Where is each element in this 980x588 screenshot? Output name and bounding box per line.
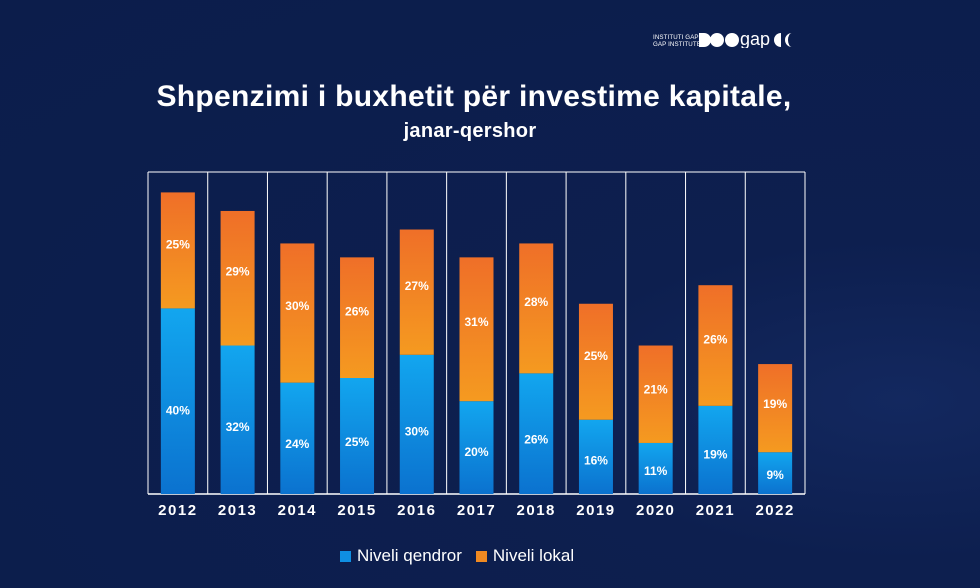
bar-central-2018: [519, 373, 554, 494]
data-label-central-2012: 40%: [166, 403, 190, 417]
bar-central-2021: [698, 405, 733, 494]
data-label-central-2016: 30%: [405, 424, 429, 438]
data-label-central-2015: 25%: [345, 435, 369, 449]
data-label-local-2019: 25%: [584, 349, 608, 363]
data-label-local-2016: 27%: [405, 279, 429, 293]
bar-central-2015: [340, 378, 375, 494]
legend-swatch-local: [475, 550, 487, 562]
x-tick-label-2017: 2017: [457, 502, 496, 519]
x-tick-label-2021: 2021: [696, 502, 735, 519]
data-label-local-2018: 28%: [524, 295, 548, 309]
x-tick-label-2013: 2013: [218, 502, 257, 519]
gap-institute-brand: INSTITUTI GAP GAP INSTITUTE gap: [653, 32, 808, 48]
legend-label-central: Niveli qendror: [357, 546, 462, 565]
x-tick-label-2012: 2012: [158, 502, 197, 519]
bar-local-2015: [340, 257, 375, 378]
chart-subtitle: janar-qershor: [403, 120, 537, 142]
data-label-central-2013: 32%: [226, 420, 250, 434]
x-tick-label-2018: 2018: [517, 502, 556, 519]
brand-caption-line2: GAP INSTITUTE: [653, 41, 701, 48]
brand-logo-text: gap: [740, 32, 770, 48]
data-label-local-2012: 25%: [166, 238, 190, 252]
data-label-central-2019: 16%: [584, 454, 608, 468]
data-label-central-2017: 20%: [464, 445, 488, 459]
data-label-local-2021: 26%: [703, 332, 727, 346]
data-label-local-2013: 29%: [226, 265, 250, 279]
bar-local-2017: [459, 257, 494, 402]
gap-logo-icon: gap: [699, 32, 792, 48]
bar-central-2012: [160, 308, 195, 494]
legend-swatch-central: [340, 550, 351, 562]
x-tick-label-2016: 2016: [397, 502, 436, 519]
bar-local-2019: [578, 303, 613, 420]
bar-central-2019: [578, 419, 613, 494]
bar-central-2013: [220, 345, 255, 494]
x-tick-label-2020: 2020: [636, 502, 675, 519]
brand-caption-line1: INSTITUTI GAP: [653, 34, 699, 41]
bar-central-2014: [280, 382, 315, 494]
data-label-central-2014: 24%: [285, 437, 309, 451]
data-label-local-2015: 26%: [345, 305, 369, 319]
x-tick-label-2015: 2015: [337, 502, 376, 519]
bar-local-2020: [638, 345, 673, 443]
bar-local-2014: [280, 243, 315, 383]
legend-item-central: Niveli qendror: [340, 546, 462, 566]
bar-local-2016: [399, 229, 434, 355]
x-tick-label-2019: 2019: [576, 502, 615, 519]
data-label-local-2017: 31%: [464, 315, 488, 329]
bar-local-2012: [160, 192, 195, 309]
bar-local-2013: [220, 210, 255, 346]
bar-central-2020: [638, 442, 673, 494]
brand-caption: INSTITUTI GAP GAP INSTITUTE: [653, 34, 701, 48]
data-label-central-2018: 26%: [524, 433, 548, 447]
x-tick-label-2022: 2022: [755, 502, 794, 519]
bar-central-2016: [399, 354, 434, 494]
chart-title: Shpenzimi i buxhetit për investime kapit…: [156, 80, 792, 113]
bar-central-2022: [758, 452, 793, 494]
data-label-central-2022: 9%: [766, 468, 784, 482]
bar-local-2018: [519, 243, 554, 374]
bar-central-2017: [459, 401, 494, 494]
bar-local-2021: [698, 285, 733, 406]
bar-local-2022: [758, 364, 793, 453]
chart-legend: Niveli qendror Niveli lokal: [340, 545, 588, 567]
legend-item-local: Niveli lokal: [475, 546, 575, 566]
x-tick-label-2014: 2014: [278, 502, 317, 519]
data-label-central-2021: 19%: [703, 447, 727, 461]
data-label-local-2014: 30%: [285, 299, 309, 313]
data-label-local-2020: 21%: [644, 382, 668, 396]
data-label-central-2020: 11%: [644, 464, 668, 478]
legend-label-local: Niveli lokal: [492, 546, 575, 565]
data-label-local-2022: 19%: [763, 397, 787, 411]
